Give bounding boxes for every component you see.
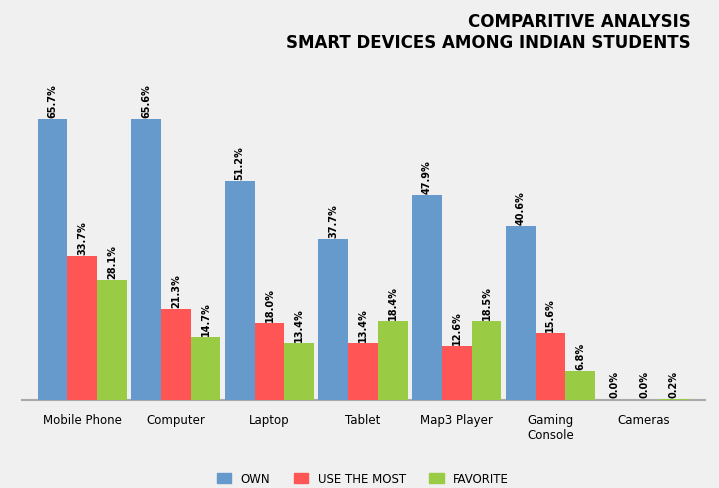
Text: 28.1%: 28.1% — [107, 244, 117, 278]
Bar — [161, 309, 191, 400]
Text: 13.4%: 13.4% — [294, 307, 304, 341]
Text: 0.0%: 0.0% — [609, 370, 619, 397]
Text: 0.0%: 0.0% — [639, 370, 649, 397]
Bar — [131, 120, 161, 400]
Text: 33.7%: 33.7% — [77, 221, 87, 254]
Bar — [472, 321, 501, 400]
Bar — [191, 337, 221, 400]
Bar — [536, 334, 565, 400]
Bar — [255, 323, 284, 400]
Bar — [442, 346, 472, 400]
Legend: OWN, USE THE MOST, FAVORITE: OWN, USE THE MOST, FAVORITE — [213, 468, 513, 488]
Text: 18.4%: 18.4% — [388, 285, 398, 320]
Bar — [348, 343, 378, 400]
Text: 37.7%: 37.7% — [329, 203, 339, 237]
Bar — [68, 256, 97, 400]
Text: 18.5%: 18.5% — [482, 285, 492, 319]
Bar — [319, 239, 348, 400]
Text: 65.7%: 65.7% — [47, 84, 58, 118]
Text: 14.7%: 14.7% — [201, 302, 211, 335]
Text: 65.6%: 65.6% — [141, 84, 151, 118]
Bar — [505, 227, 536, 400]
Text: 6.8%: 6.8% — [575, 342, 585, 369]
Text: 51.2%: 51.2% — [234, 146, 244, 180]
Bar — [378, 322, 408, 400]
Text: 47.9%: 47.9% — [422, 160, 432, 193]
Bar — [412, 196, 442, 400]
Bar — [284, 343, 314, 400]
Bar — [37, 120, 68, 400]
Text: COMPARITIVE ANALYSIS
SMART DEVICES AMONG INDIAN STUDENTS: COMPARITIVE ANALYSIS SMART DEVICES AMONG… — [286, 13, 691, 51]
Text: 12.6%: 12.6% — [452, 310, 462, 344]
Text: 21.3%: 21.3% — [171, 273, 180, 307]
Text: 40.6%: 40.6% — [516, 191, 526, 224]
Bar — [225, 182, 255, 400]
Text: 18.0%: 18.0% — [265, 287, 275, 321]
Bar — [97, 280, 127, 400]
Text: 13.4%: 13.4% — [358, 307, 368, 341]
Text: 15.6%: 15.6% — [546, 298, 555, 331]
Bar — [565, 371, 595, 400]
Bar — [659, 399, 689, 400]
Text: 0.2%: 0.2% — [669, 370, 679, 397]
